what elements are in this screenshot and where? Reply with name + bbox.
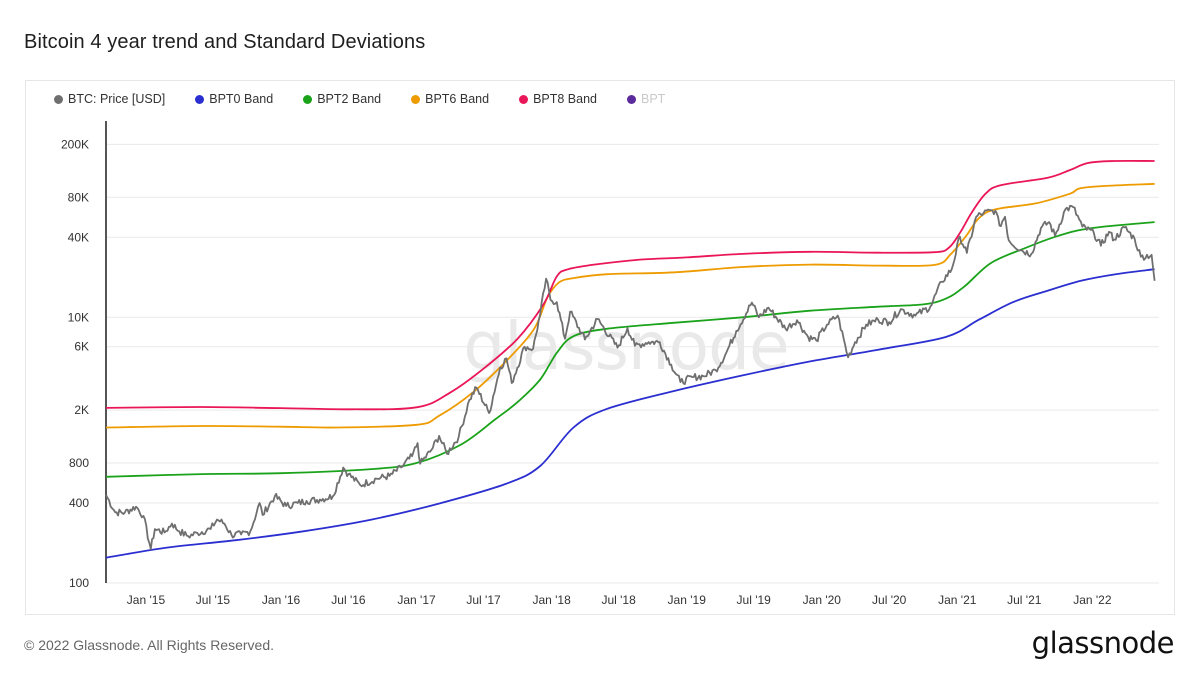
- x-tick-label: Jan '16: [262, 593, 301, 607]
- y-tick-label: 400: [69, 496, 89, 510]
- legend-label: BPT6 Band: [425, 92, 490, 106]
- x-tick-label: Jan '19: [668, 593, 707, 607]
- legend-label: BPT0 Band: [209, 92, 274, 106]
- series-line-bpt8-band: [105, 159, 1155, 411]
- x-tick-label: Jul '19: [737, 593, 772, 607]
- x-tick-label: Jul '20: [872, 593, 907, 607]
- legend-label: BPT2 Band: [317, 92, 382, 106]
- series-line-btc-price-usd-: [105, 204, 1156, 550]
- x-tick-label: Jul '15: [196, 593, 231, 607]
- legend-label: BTC: Price [USD]: [68, 92, 166, 106]
- x-tick-label: Jan '15: [127, 593, 166, 607]
- legend-dot-icon: [627, 94, 636, 104]
- legend-item-1[interactable]: BPT0 Band: [195, 92, 273, 106]
- legend-dot-icon: [54, 94, 63, 104]
- chart-plot: 100 400 800 2K 6K 10K 40K 80K 200K glassnode Jan '…: [61, 121, 1159, 607]
- x-tick-label: Jul '17: [466, 593, 501, 607]
- legend-dot-icon: [303, 94, 313, 104]
- series-line-bpt2-band: [105, 221, 1155, 478]
- y-tick-label: 6K: [74, 340, 89, 354]
- legend-item-5[interactable]: BPT: [627, 92, 665, 106]
- legend: BTC: Price [USD] BPT0 Band BPT2 Band BPT6 B…: [54, 92, 695, 106]
- y-tick-label: 40K: [68, 230, 89, 244]
- x-tick-label: Jan '20: [803, 593, 842, 607]
- x-tick-label: Jul '16: [331, 593, 366, 607]
- x-tick-label: Jan '21: [938, 593, 977, 607]
- page-title: Bitcoin 4 year trend and Standard Deviat…: [24, 31, 426, 53]
- y-tick-label: 2K: [74, 403, 89, 417]
- x-tick-label: Jul '21: [1007, 593, 1042, 607]
- x-tick-label: Jan '17: [397, 593, 436, 607]
- brand-logo[interactable]: glassnode: [1031, 626, 1175, 660]
- x-tick-label: Jan '22: [1073, 593, 1112, 607]
- series-line-bpt0-band: [105, 268, 1155, 559]
- series-line-bpt6-band: [105, 182, 1155, 429]
- legend-dot-icon: [519, 94, 529, 104]
- chart-panel: BTC: Price [USD] BPT0 Band BPT2 Band BPT6 B…: [25, 80, 1175, 615]
- watermark-text: glassnode: [463, 308, 788, 385]
- x-tick-label: Jan '18: [532, 593, 571, 607]
- legend-label: BPT: [641, 92, 666, 106]
- legend-item-0[interactable]: BTC: Price [USD]: [54, 92, 165, 106]
- legend-label: BPT8 Band: [533, 92, 597, 106]
- legend-item-4[interactable]: BPT8 Band: [519, 92, 597, 106]
- copyright-text: © 2022 Glassnode. All Rights Reserved.: [24, 637, 275, 653]
- y-tick-label: 10K: [68, 310, 89, 324]
- y-tick-label: 800: [69, 456, 89, 470]
- legend-item-3[interactable]: BPT6 Band: [411, 92, 489, 106]
- legend-dot-icon: [411, 94, 421, 104]
- legend-dot-icon: [195, 94, 205, 104]
- legend-item-2[interactable]: BPT2 Band: [303, 92, 381, 106]
- y-tick-label: 200K: [61, 137, 89, 151]
- x-tick-label: Jul '18: [601, 593, 636, 607]
- y-tick-label: 80K: [68, 190, 89, 204]
- y-tick-label: 100: [69, 576, 89, 590]
